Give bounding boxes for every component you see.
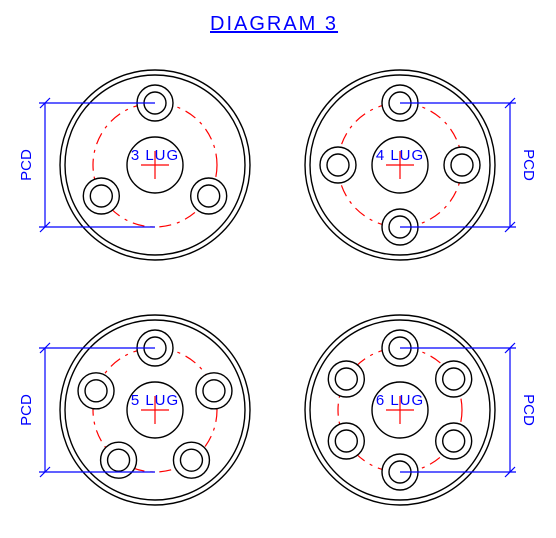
hub-label: 5 LUG: [131, 392, 179, 409]
diagram-title: DIAGRAM 3: [210, 13, 338, 35]
pcd-label: PCD: [18, 149, 35, 181]
lug-outer: [173, 442, 209, 478]
lug-outer: [196, 373, 232, 409]
pcd-label: PCD: [520, 149, 537, 181]
pcd-label: PCD: [18, 394, 35, 426]
lug-outer: [191, 178, 227, 214]
lug-outer: [436, 423, 472, 459]
lug-outer: [444, 147, 480, 183]
pcd-label: PCD: [520, 394, 537, 426]
pcd-dimension: [39, 343, 155, 477]
lug-outer: [436, 361, 472, 397]
hub-3-lug: 3 LUG PCD: [18, 70, 250, 260]
lug-outer: [328, 423, 364, 459]
hub-5-lug: 5 LUG PCD: [18, 315, 250, 505]
hub-label: 6 LUG: [376, 392, 424, 409]
hub-label: 3 LUG: [131, 147, 179, 164]
lug-outer: [83, 178, 119, 214]
lug-outer: [320, 147, 356, 183]
lug-outer: [328, 361, 364, 397]
lug-outer: [78, 373, 114, 409]
lug-outer: [101, 442, 137, 478]
hub-4-lug: 4 LUG PCD: [305, 70, 537, 260]
hub-6-lug: 6 LUG PCD: [305, 315, 537, 505]
hub-label: 4 LUG: [376, 147, 424, 164]
